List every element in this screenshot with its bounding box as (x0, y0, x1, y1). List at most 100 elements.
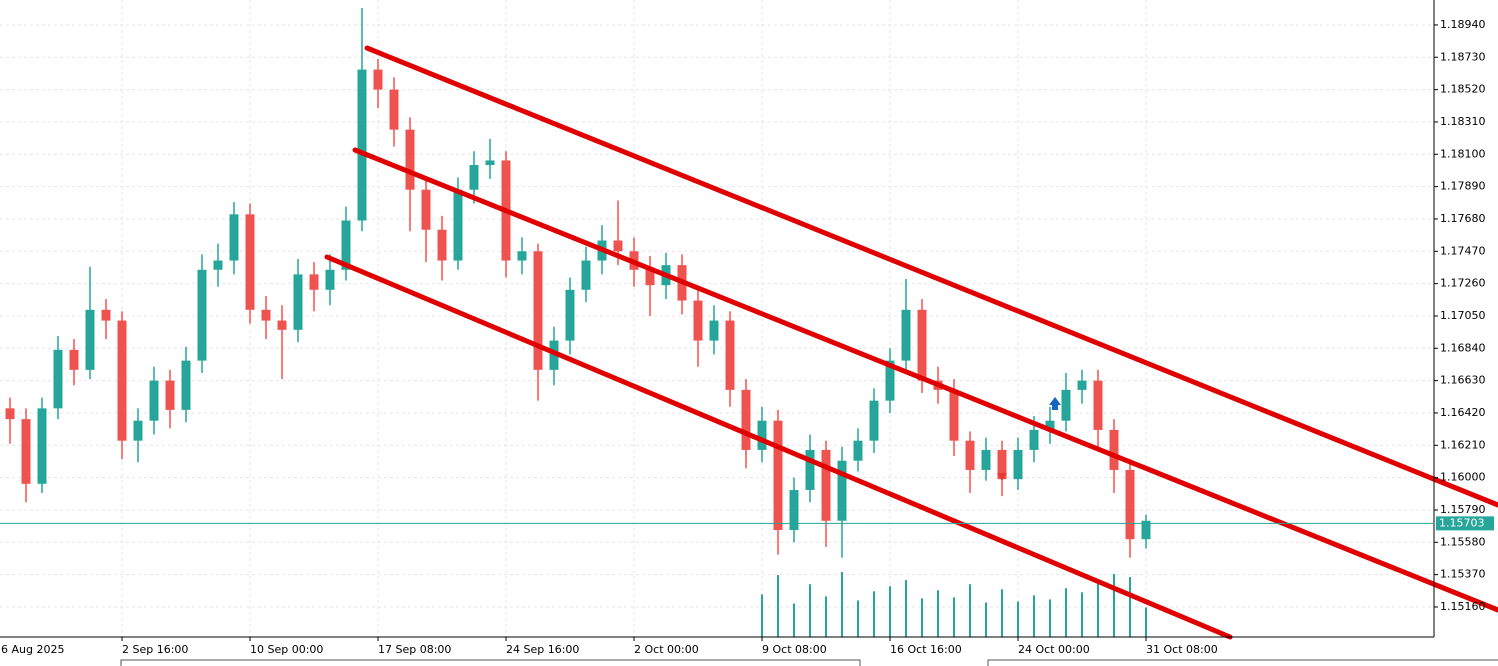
candle-body (741, 389, 751, 450)
candle-body (485, 160, 495, 166)
x-tick-label: 9 Oct 08:00 (762, 643, 827, 656)
y-tick-label: 1.17890 (1440, 180, 1486, 193)
candle-body (405, 129, 415, 190)
candle-body (117, 320, 127, 441)
candle-body (901, 309, 911, 361)
y-tick-label: 1.16420 (1440, 406, 1486, 419)
price-tag-label: 1.15703 (1439, 516, 1485, 529)
candle-body (1013, 449, 1023, 480)
candle-body (517, 251, 527, 261)
candle-body (565, 289, 575, 341)
candle-body (309, 274, 319, 290)
x-tick-label: 2 Oct 00:00 (634, 643, 699, 656)
candle-body (5, 408, 15, 420)
y-tick-label: 1.17050 (1440, 309, 1486, 322)
candle-body (693, 300, 703, 341)
candle-body (165, 380, 175, 410)
candle-body (293, 274, 303, 330)
y-tick-label: 1.15790 (1440, 503, 1486, 516)
price-tag (1436, 516, 1494, 531)
candle-body (1125, 469, 1135, 540)
candle-body (1093, 380, 1103, 430)
y-tick-label: 1.17680 (1440, 212, 1486, 225)
candle-body (357, 69, 367, 221)
candle-body (133, 420, 143, 441)
candle-body (325, 269, 335, 290)
candle-body (37, 408, 47, 484)
sell-arrow (997, 473, 1007, 481)
candle-body (213, 260, 223, 270)
y-tick-label: 1.16000 (1440, 471, 1486, 484)
candle-body (757, 420, 767, 450)
candle-body (1045, 420, 1055, 430)
candle-body (389, 89, 399, 130)
candle-body (341, 220, 351, 270)
y-tick-label: 1.16630 (1440, 374, 1486, 387)
channel-middle (352, 147, 1498, 613)
candle-body (181, 360, 191, 410)
bottom-panels (120, 659, 1498, 666)
candle-body (1029, 429, 1039, 450)
buy-arrow (1049, 397, 1061, 410)
candle-body (965, 440, 975, 470)
panel-edge (120, 659, 861, 666)
candle-body (981, 449, 991, 470)
y-tick-label: 1.18940 (1440, 18, 1486, 31)
candle-body (373, 69, 383, 90)
candle-body (277, 320, 287, 330)
y-tick-label: 1.17470 (1440, 244, 1486, 257)
candle-body (805, 449, 815, 490)
candle-body (645, 269, 655, 286)
candle-body (469, 165, 479, 190)
y-tick-label: 1.17260 (1440, 277, 1486, 290)
y-tick-label: 1.16840 (1440, 341, 1486, 354)
y-tick-label: 1.18730 (1440, 50, 1486, 63)
candle-body (1061, 389, 1071, 421)
y-tick-label: 1.15370 (1440, 568, 1486, 581)
y-tick-label: 1.18310 (1440, 115, 1486, 128)
y-tick-label: 1.18520 (1440, 83, 1486, 96)
x-tick-label: 24 Sep 16:00 (506, 643, 579, 656)
candle-body (69, 349, 79, 370)
candles (5, 8, 1151, 558)
candle-body (773, 420, 783, 530)
candle-body (869, 400, 879, 441)
candle-body (997, 449, 1007, 480)
candle-body (885, 360, 895, 401)
candle-body (1109, 429, 1119, 470)
x-tick-label: 16 Oct 16:00 (890, 643, 962, 656)
candle-body (421, 189, 431, 230)
candle-body (709, 320, 719, 341)
candle-body (853, 440, 863, 461)
candle-body (533, 251, 543, 370)
candle-body (613, 240, 623, 252)
candle-body (261, 309, 271, 321)
candle-body (85, 309, 95, 370)
candle-body (53, 349, 63, 409)
y-tick-label: 1.15160 (1440, 600, 1486, 613)
volumes (761, 572, 1147, 637)
candle-body (1077, 380, 1087, 390)
channel-upper (364, 45, 1498, 508)
candle-body (437, 229, 447, 261)
channel-lower (324, 254, 1233, 640)
x-tick-label: 17 Sep 08:00 (378, 643, 451, 656)
candle-body (821, 449, 831, 521)
candle-body (101, 309, 111, 321)
x-tick-label: 24 Oct 00:00 (1018, 643, 1090, 656)
candle-body (453, 189, 463, 261)
x-tick-label: 10 Sep 00:00 (250, 643, 323, 656)
y-tick-label: 1.15580 (1440, 535, 1486, 548)
grid (0, 0, 1434, 637)
candle-body (1141, 520, 1151, 540)
candle-body (245, 214, 255, 310)
candle-body (21, 419, 31, 484)
x-tick-label: 26 Aug 2025 (0, 643, 64, 656)
x-tick-label: 31 Oct 08:00 (1146, 643, 1218, 656)
x-tick-label: 2 Sep 16:00 (122, 643, 188, 656)
y-tick-label: 1.18100 (1440, 147, 1486, 160)
candle-body (917, 309, 927, 381)
candle-body (149, 380, 159, 421)
y-tick-label: 1.16210 (1440, 438, 1486, 451)
